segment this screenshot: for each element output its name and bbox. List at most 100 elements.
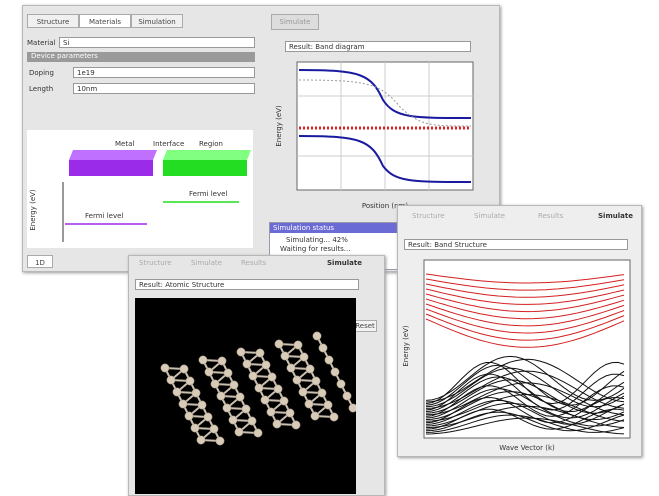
atom bbox=[178, 399, 188, 409]
axis-label: Wave Vector (k) bbox=[499, 444, 555, 452]
atom bbox=[172, 387, 182, 397]
level-label: Fermi level bbox=[85, 212, 123, 220]
atom bbox=[185, 376, 195, 386]
atom bbox=[292, 375, 302, 385]
atom bbox=[280, 351, 290, 361]
atom bbox=[222, 403, 232, 413]
tab[interactable]: Structure bbox=[27, 14, 79, 28]
atom bbox=[229, 380, 239, 390]
valence-band bbox=[425, 388, 625, 419]
dropdown[interactable]: Result: Band Structure bbox=[404, 239, 628, 250]
atom bbox=[285, 408, 295, 418]
atom bbox=[348, 403, 356, 413]
atom bbox=[184, 411, 194, 421]
atom bbox=[272, 419, 282, 429]
valence-band bbox=[425, 367, 625, 408]
atom bbox=[254, 383, 264, 393]
grid bbox=[297, 62, 473, 190]
atom bbox=[286, 363, 296, 373]
valence-band bbox=[425, 364, 625, 406]
atom bbox=[336, 379, 346, 389]
band-diagram: Metal Interface Region Energy (eV) Fermi… bbox=[27, 130, 253, 248]
atom bbox=[179, 364, 189, 374]
status-line: Waiting for results... bbox=[280, 245, 351, 253]
step: Simulate bbox=[474, 212, 505, 220]
atom bbox=[299, 352, 309, 362]
atom bbox=[310, 411, 320, 421]
status-line: Simulating... 42% bbox=[286, 236, 348, 244]
valence-band bbox=[425, 385, 625, 417]
atom bbox=[291, 420, 301, 430]
atom bbox=[267, 372, 277, 382]
atom bbox=[329, 412, 339, 422]
conduction-band bbox=[425, 293, 625, 313]
atom bbox=[261, 360, 271, 370]
step: Results bbox=[241, 259, 267, 267]
atom bbox=[198, 355, 208, 365]
region-block bbox=[163, 160, 247, 176]
side-button[interactable]: Reset bbox=[353, 320, 377, 332]
dropdown[interactable]: Result: Band diagram bbox=[285, 41, 471, 52]
axis-label: Energy (eV) bbox=[402, 325, 410, 367]
run-button[interactable]: Simulate bbox=[598, 212, 633, 220]
atom bbox=[304, 399, 314, 409]
band-curve bbox=[298, 79, 472, 127]
atom bbox=[217, 356, 227, 366]
plot: Energy (eV) Position (nm) bbox=[275, 61, 474, 210]
atom bbox=[235, 392, 245, 402]
conduction-band bbox=[425, 283, 625, 298]
atom bbox=[228, 415, 238, 425]
atom bbox=[273, 384, 283, 394]
atom bbox=[317, 388, 327, 398]
label: Material bbox=[27, 39, 56, 47]
run-button[interactable]: Simulate bbox=[327, 259, 362, 267]
dropdown[interactable]: Si bbox=[59, 37, 255, 48]
valence-band bbox=[425, 373, 625, 411]
text-field[interactable]: 1e19 bbox=[73, 67, 255, 78]
conduction-band bbox=[425, 278, 625, 291]
run-button[interactable]: Simulate bbox=[271, 14, 319, 30]
atom bbox=[204, 367, 214, 377]
valence-band bbox=[425, 379, 625, 414]
metal-block bbox=[69, 160, 153, 176]
atom bbox=[242, 359, 252, 369]
atom bbox=[197, 400, 207, 410]
band-curve bbox=[298, 135, 472, 183]
region-top bbox=[163, 150, 251, 160]
tab[interactable]: Simulation bbox=[131, 14, 183, 28]
atom bbox=[255, 348, 265, 358]
conduction-band bbox=[425, 273, 625, 284]
atom bbox=[216, 391, 226, 401]
conduction-band bbox=[425, 318, 625, 348]
region-label: Interface bbox=[153, 140, 184, 148]
atom bbox=[234, 427, 244, 437]
region-label: Metal bbox=[115, 140, 134, 148]
structure-window: Structure Simulate Results Simulate Resu… bbox=[128, 255, 385, 496]
atom bbox=[260, 395, 270, 405]
field-label: Doping bbox=[29, 69, 54, 77]
tab[interactable]: Materials bbox=[79, 14, 131, 28]
atom bbox=[248, 371, 258, 381]
conduction-band bbox=[425, 298, 625, 320]
atom bbox=[279, 396, 289, 406]
valence-band bbox=[425, 391, 625, 421]
valence-band bbox=[425, 414, 625, 433]
step: Structure bbox=[412, 212, 445, 220]
atom bbox=[241, 404, 251, 414]
text-field[interactable]: 10nm bbox=[73, 83, 255, 94]
band-window: Structure Simulate Results Simulate Resu… bbox=[397, 205, 642, 457]
conduction-band bbox=[425, 303, 625, 327]
atom bbox=[190, 423, 200, 433]
atom bbox=[223, 368, 233, 378]
atom bbox=[324, 355, 334, 365]
section-header: Device parameters bbox=[27, 52, 255, 62]
panel bbox=[27, 130, 253, 248]
atom bbox=[166, 375, 176, 385]
atom bbox=[215, 436, 225, 446]
status-title: Simulation status bbox=[270, 223, 398, 233]
valence-band bbox=[425, 361, 625, 405]
tab[interactable]: 1D bbox=[27, 255, 53, 268]
dropdown[interactable]: Result: Atomic Structure bbox=[135, 279, 359, 290]
metal-top bbox=[69, 150, 157, 160]
